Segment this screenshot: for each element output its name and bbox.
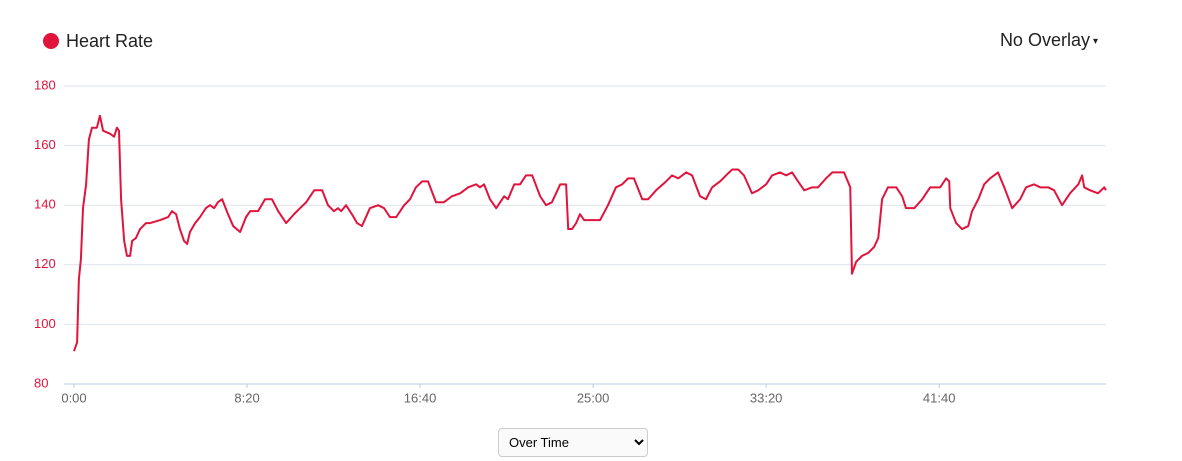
y-tick-label: 180: [34, 77, 56, 92]
y-tick-label: 80: [34, 375, 48, 390]
caret: ▾: [1092, 35, 1098, 47]
overlay-dropdown[interactable]: No Overlay ▾: [1000, 30, 1098, 51]
x-tick-label: 41:40: [923, 390, 956, 405]
overlay-label: No Overlay: [999, 30, 1090, 50]
x-tick-label: 0:00: [61, 390, 86, 405]
y-tick-label: 160: [34, 137, 56, 152]
legend-label: Heart Rate: [66, 30, 154, 51]
mode-select[interactable]: Over Time: [498, 428, 648, 457]
x-tick-label: 16:40: [404, 390, 437, 405]
y-tick-label: 100: [34, 316, 56, 331]
legend: Heart Rate: [43, 30, 153, 52]
legend-swatch: [43, 33, 59, 49]
line: [73, 114, 1107, 352]
x-tick-label: 33:20: [750, 390, 783, 405]
x-tick-label: 8:20: [234, 390, 259, 405]
x-tick-label: 25:00: [577, 390, 610, 405]
y-tick-label: 120: [34, 256, 56, 271]
y-tick-label: 140: [34, 197, 56, 212]
